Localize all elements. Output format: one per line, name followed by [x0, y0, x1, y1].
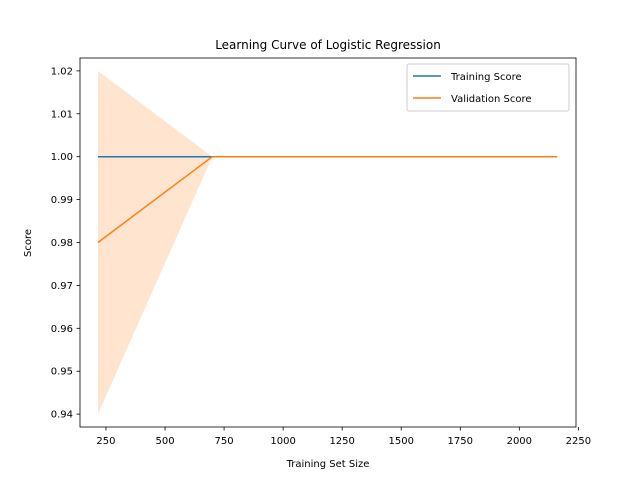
chart-title: Learning Curve of Logistic Regression: [215, 38, 441, 52]
legend-label-training-score: Training Score: [450, 72, 522, 83]
x-tick-label: 1500: [388, 436, 413, 447]
y-tick-label: 0.99: [51, 195, 73, 206]
y-tick-label: 0.96: [51, 324, 73, 335]
x-tick-label: 750: [215, 436, 234, 447]
y-tick-label: 0.98: [51, 238, 73, 249]
y-axis-label: Score: [23, 229, 34, 257]
x-tick-label: 2000: [507, 436, 532, 447]
x-tick-label: 1750: [448, 436, 473, 447]
x-axis-label: Training Set Size: [286, 459, 370, 470]
x-tick-label: 1000: [270, 436, 295, 447]
series-lines: [97, 155, 558, 244]
legend-frame: [406, 63, 570, 112]
x-tick-label: 2250: [566, 436, 591, 447]
confidence-bands: [98, 70, 558, 415]
y-axis-ticks: 0.94 0.95 0.96 0.97 0.98 0.99 1.00 1.01 1.02: [51, 66, 80, 421]
y-tick-label: 0.95: [51, 367, 73, 378]
validation-score-line: [97, 155, 558, 244]
y-tick-label: 1.01: [51, 109, 73, 120]
legend: Training Score Validation Score: [406, 63, 570, 112]
x-tick-label: 250: [96, 436, 115, 447]
x-axis-ticks: 250 500 750 1000 1250 1500 1750 2000 2250: [96, 427, 591, 447]
y-tick-label: 1.02: [51, 66, 73, 77]
x-tick-label: 500: [155, 436, 174, 447]
x-tick-label: 1250: [329, 436, 354, 447]
y-tick-label: 0.97: [51, 281, 73, 292]
y-tick-label: 0.94: [51, 410, 73, 421]
y-tick-label: 1.00: [51, 152, 73, 163]
legend-label-validation-score: Validation Score: [451, 94, 532, 105]
validation-score-band: [98, 70, 558, 415]
